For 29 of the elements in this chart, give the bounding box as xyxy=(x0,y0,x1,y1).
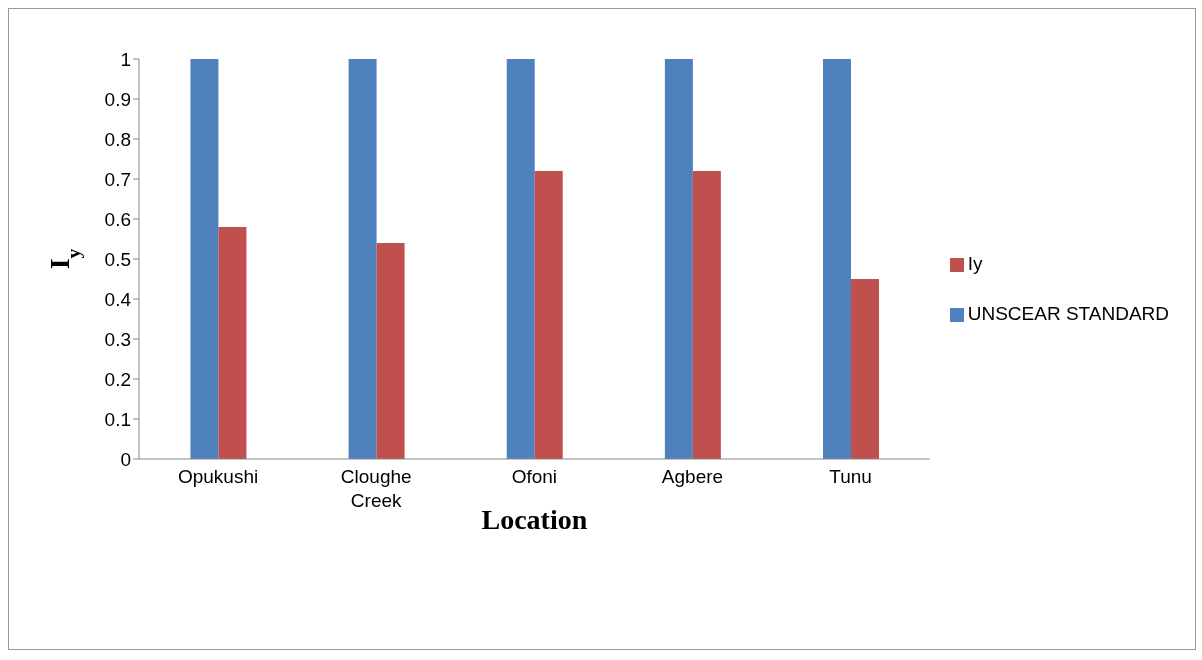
legend-label: Iy xyxy=(967,253,983,274)
bar xyxy=(823,59,852,459)
x-tick-label: Ofoni xyxy=(511,466,558,487)
y-tick-label: 0.7 xyxy=(104,168,131,190)
y-tick-label: 0.5 xyxy=(104,248,131,270)
y-tick-label: 0.8 xyxy=(104,128,131,150)
bar xyxy=(376,243,405,459)
y-tick-label: 0.6 xyxy=(104,208,131,230)
y-tick-label: 0.4 xyxy=(104,288,132,310)
x-tick-label: Cloughe Creek xyxy=(340,466,412,511)
x-axis-title: Location xyxy=(481,504,588,535)
x-tick-label: Agbere xyxy=(661,466,724,487)
y-tick-label: 0.3 xyxy=(104,328,131,350)
x-tick-label: Opukushi xyxy=(177,466,259,487)
bar xyxy=(851,279,880,459)
bar xyxy=(506,59,535,459)
y-tick-label: 0 xyxy=(120,448,131,470)
y-tick-label: 0.9 xyxy=(104,88,131,110)
bar xyxy=(348,59,377,459)
y-tick-label: 0.2 xyxy=(104,368,131,390)
legend-label: UNSCEAR STANDARD xyxy=(967,303,1169,324)
bar xyxy=(692,171,721,459)
bar xyxy=(534,171,563,459)
bar xyxy=(664,59,693,459)
bar xyxy=(190,59,219,459)
y-tick-label: 1 xyxy=(120,48,131,70)
bar xyxy=(218,227,247,459)
y-tick-label: 0.1 xyxy=(104,408,131,430)
x-tick-label: Tunu xyxy=(829,466,872,487)
